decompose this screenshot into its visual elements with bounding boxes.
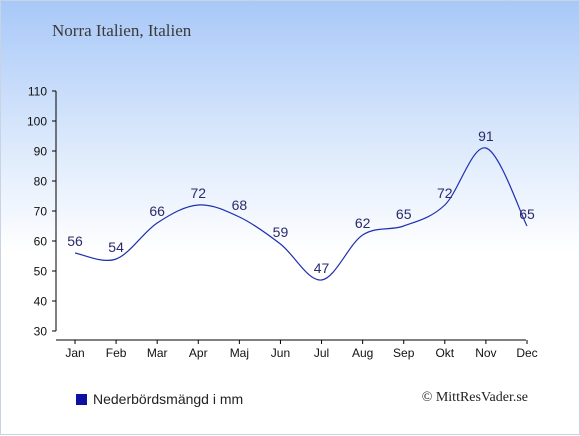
data-label: 59 (273, 224, 289, 240)
data-label: 91 (478, 128, 494, 144)
y-tick-label: 50 (34, 265, 48, 279)
y-tick-label: 40 (34, 295, 48, 309)
data-label: 54 (108, 239, 124, 255)
y-tick-label: 70 (34, 205, 48, 219)
series-line (74, 147, 528, 281)
data-label: 72 (437, 185, 453, 201)
y-tick-label: 60 (34, 235, 48, 249)
data-label: 62 (355, 215, 371, 231)
y-tick-label: 110 (28, 85, 47, 99)
x-tick-label: Apr (189, 346, 208, 360)
chart-marks: 56 54 66 72 68 59 47 62 65 72 91 65 (67, 128, 535, 281)
data-label: 65 (396, 206, 412, 222)
axes: 30 40 50 60 70 80 90 100 110 Jan Feb Mar Apr Maj Jun Ju… (27, 85, 538, 361)
y-tick-label: 30 (34, 325, 48, 339)
x-tick-label: Feb (106, 346, 127, 360)
x-tick-label: Mar (147, 346, 168, 360)
data-label: 68 (232, 197, 248, 213)
legend: Nederbördsmängd i mm (76, 391, 243, 407)
x-tick-label: Okt (435, 346, 454, 360)
y-tick-label: 80 (34, 175, 48, 189)
x-tick-label: Dec (516, 346, 537, 360)
chart-title: Norra Italien, Italien (52, 21, 192, 40)
data-label: 56 (67, 233, 83, 249)
x-tick-label: Jun (271, 346, 290, 360)
x-tick-label: Maj (230, 346, 249, 360)
x-tick-label: Aug (352, 346, 373, 360)
x-tick-label: Sep (393, 346, 415, 360)
data-label: 47 (314, 260, 330, 276)
credit-text: © MittResVader.se (421, 390, 528, 405)
x-tick-label: Jan (65, 346, 84, 360)
data-label: 65 (519, 206, 535, 222)
y-tick-label: 100 (27, 115, 47, 129)
x-tick-label: Jul (314, 346, 329, 360)
legend-swatch (76, 393, 87, 405)
x-tick-label: Nov (475, 346, 496, 360)
data-label: 72 (190, 185, 206, 201)
legend-label: Nederbördsmängd i mm (93, 391, 244, 407)
data-label: 66 (149, 203, 165, 219)
y-tick-label: 90 (34, 145, 48, 159)
